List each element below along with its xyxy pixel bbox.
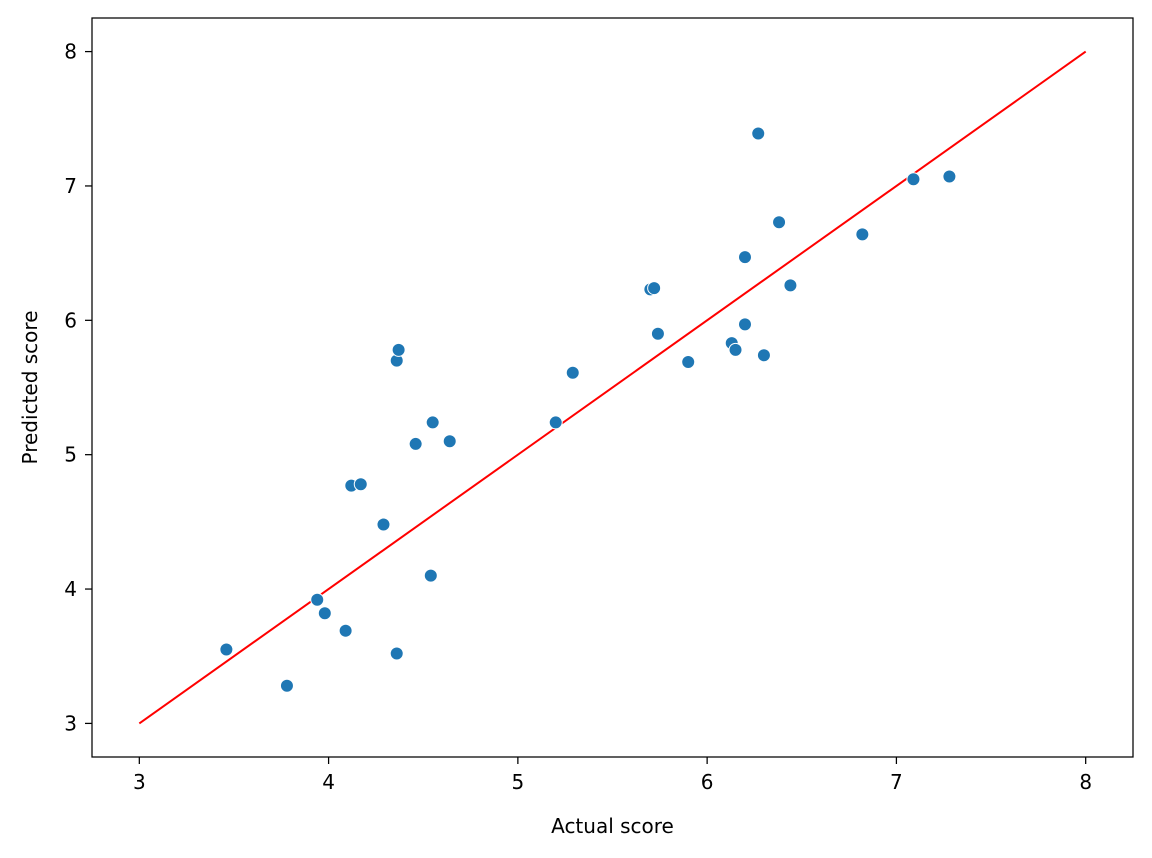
data-point bbox=[647, 281, 662, 296]
data-point bbox=[650, 326, 665, 341]
data-point bbox=[855, 227, 870, 242]
x-axis-label: Actual score bbox=[551, 814, 674, 838]
data-point bbox=[681, 354, 696, 369]
data-point bbox=[408, 436, 423, 451]
x-tick-label: 7 bbox=[890, 770, 903, 794]
y-tick-label: 5 bbox=[64, 443, 77, 467]
data-point bbox=[279, 678, 294, 693]
data-point bbox=[391, 342, 406, 357]
x-tick-label: 3 bbox=[133, 770, 146, 794]
data-point bbox=[942, 169, 957, 184]
y-tick-label: 8 bbox=[64, 40, 77, 64]
data-point bbox=[772, 215, 787, 230]
data-point bbox=[353, 477, 368, 492]
x-tick-label: 8 bbox=[1079, 770, 1092, 794]
data-point bbox=[783, 278, 798, 293]
data-point bbox=[338, 623, 353, 638]
y-axis-label: Predicted score bbox=[18, 311, 42, 465]
reference-line bbox=[138, 50, 1087, 725]
data-point bbox=[548, 415, 563, 430]
x-tick-label: 6 bbox=[701, 770, 714, 794]
data-point bbox=[425, 415, 440, 430]
data-point bbox=[737, 317, 752, 332]
y-tick-label: 7 bbox=[64, 174, 77, 198]
data-point bbox=[376, 517, 391, 532]
data-point bbox=[423, 568, 438, 583]
data-point bbox=[906, 172, 921, 187]
x-tick-label: 5 bbox=[511, 770, 524, 794]
data-point bbox=[317, 606, 332, 621]
plot-frame bbox=[91, 17, 1134, 758]
y-tick-label: 4 bbox=[64, 577, 77, 601]
data-point bbox=[737, 250, 752, 265]
data-point bbox=[442, 434, 457, 449]
data-point bbox=[756, 348, 771, 363]
data-point bbox=[728, 342, 743, 357]
y-tick-label: 6 bbox=[64, 308, 77, 332]
data-point bbox=[565, 365, 580, 380]
data-point bbox=[389, 646, 404, 661]
data-point bbox=[751, 126, 766, 141]
y-tick-label: 3 bbox=[64, 711, 77, 735]
data-point bbox=[219, 642, 234, 657]
x-tick-label: 4 bbox=[322, 770, 335, 794]
data-point bbox=[310, 592, 325, 607]
